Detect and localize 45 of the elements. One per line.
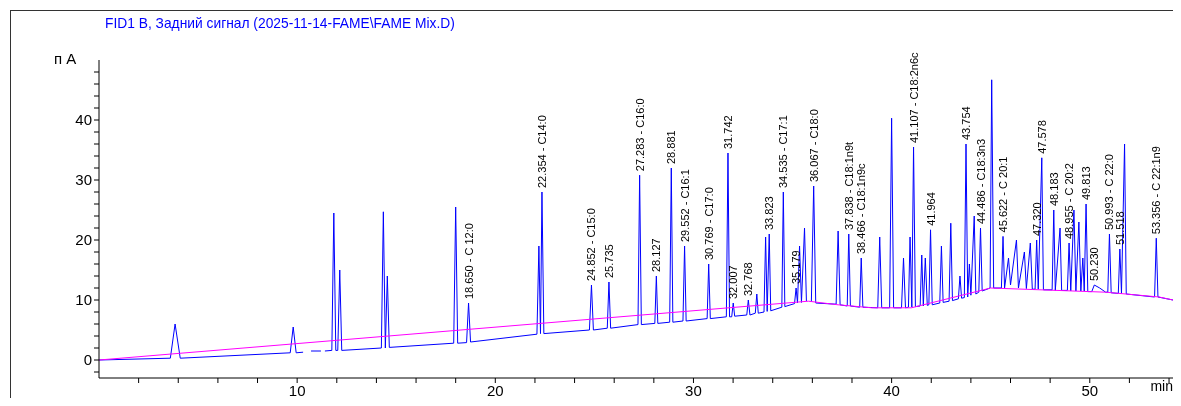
x-axis-title: min [1150, 378, 1173, 394]
annotation: 44.486 - C18:3n3 [974, 138, 987, 224]
annotation: 25.735 [602, 244, 615, 278]
annotation: 37.838 - C18:1n9t [842, 141, 855, 230]
annotation: 48.955 - C 20:2 [1063, 163, 1076, 239]
x-tick-label: 20 [486, 381, 504, 399]
annotation: 33.823 [763, 196, 776, 230]
y-axis-title: п А [54, 50, 77, 67]
y-tick-label: 40 [75, 111, 92, 129]
x-tick-label: 10 [288, 381, 306, 399]
annotation: 48.183 [1047, 172, 1060, 206]
annotation: 53.356 - C 22:1n9 [1150, 146, 1163, 235]
annotation: 28.127 [650, 238, 663, 272]
annotation: 41.964 [924, 192, 937, 226]
annotation: 47.578 [1035, 120, 1048, 154]
x-tick-label: 50 [1081, 381, 1099, 399]
annotation: 45.622 - C 20:1 [997, 156, 1010, 233]
annotation: 47.320 [1030, 202, 1043, 236]
annotation: 35.179 [790, 250, 803, 284]
annotation: 31.742 [721, 115, 734, 149]
annotation: 27.283 - C16:0 [633, 98, 646, 172]
annotation: 36.067 - C18:0 [807, 109, 820, 182]
annotation: 32.768 [742, 262, 755, 296]
annotation: 28.881 [665, 130, 678, 164]
annotation: 29.552 - C16:1 [678, 169, 691, 242]
annotation: 43.754 [960, 106, 973, 140]
annotation: 50.993 - C 22:0 [1103, 154, 1116, 230]
x-tick-label: 30 [685, 381, 702, 399]
annotation: 18.650 - C 12:0 [462, 223, 475, 299]
annotation: 51.518 [1113, 211, 1126, 245]
annotation: 41.107 - C18:2n6c [907, 51, 920, 143]
annotation: 34.535 - C17:1 [777, 115, 790, 188]
annotation: 38.466 - C18:1n9c [855, 162, 868, 254]
annotation: 30.769 - C17:0 [702, 187, 715, 260]
y-tick-label: 0 [83, 351, 92, 369]
x-tick-label: 40 [883, 381, 900, 399]
annotation: 49.813 [1080, 166, 1093, 200]
annotation: 50.230 [1088, 247, 1101, 281]
y-tick-label: 30 [75, 171, 92, 189]
chart-title: FID1 B, Задний сигнал (2025-11-14-FAME\FAME Mix.D) [105, 14, 455, 31]
annotation: 32.007 [727, 265, 740, 299]
y-tick-label: 20 [75, 231, 92, 249]
y-tick-label: 10 [75, 291, 92, 309]
annotation: 24.852 - C15:0 [585, 208, 598, 281]
annotation: 22.354 - C14:0 [535, 115, 548, 188]
